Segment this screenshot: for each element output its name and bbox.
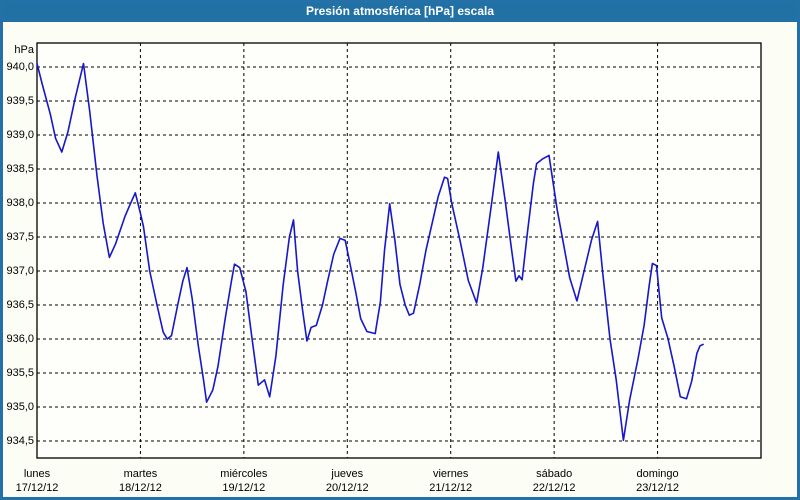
y-tick-label: 935,5 <box>6 366 34 379</box>
x-day-name-label: domingo <box>636 468 679 480</box>
pressure-line <box>36 62 704 442</box>
y-tick-label: 940,0 <box>6 60 34 73</box>
x-day-name-label: jueves <box>331 468 364 480</box>
y-tick-label: 937,5 <box>6 230 34 243</box>
y-tick-label: 938,5 <box>6 162 34 175</box>
x-day-date-label: 21/12/12 <box>429 482 473 494</box>
x-day-name-label: miércoles <box>220 468 268 480</box>
x-day-date-label: 20/12/12 <box>325 482 369 494</box>
y-tick-label: 935,0 <box>6 400 34 413</box>
y-tick-label: 936,0 <box>6 332 34 345</box>
plot-background <box>37 43 761 458</box>
x-day-date-label: 18/12/12 <box>119 482 162 494</box>
x-day-name-label: viernes <box>432 468 469 480</box>
y-tick-label: 939,0 <box>6 128 34 141</box>
x-day-name-label: lunes <box>23 468 51 480</box>
x-day-date-label: 19/12/12 <box>222 482 266 494</box>
x-day-name-label: martes <box>123 468 158 480</box>
x-day-date-label: 22/12/12 <box>532 482 576 494</box>
y-tick-label: 936,5 <box>6 298 34 311</box>
x-day-date-label: 17/12/12 <box>15 482 59 494</box>
title-bar: Presión atmosférica [hPa] escala <box>0 0 800 22</box>
y-axis-unit-label: hPa <box>14 44 34 56</box>
chart-title: Presión atmosférica [hPa] escala <box>305 4 495 18</box>
y-tick-label: 934,5 <box>6 434 34 447</box>
y-tick-label: 939,5 <box>6 94 34 107</box>
y-tick-label: 938,0 <box>6 196 34 209</box>
x-day-date-label: 23/12/12 <box>636 482 679 494</box>
plot-border <box>36 42 762 459</box>
x-day-name-label: sábado <box>536 468 573 480</box>
y-tick-label: 937,0 <box>6 264 34 277</box>
